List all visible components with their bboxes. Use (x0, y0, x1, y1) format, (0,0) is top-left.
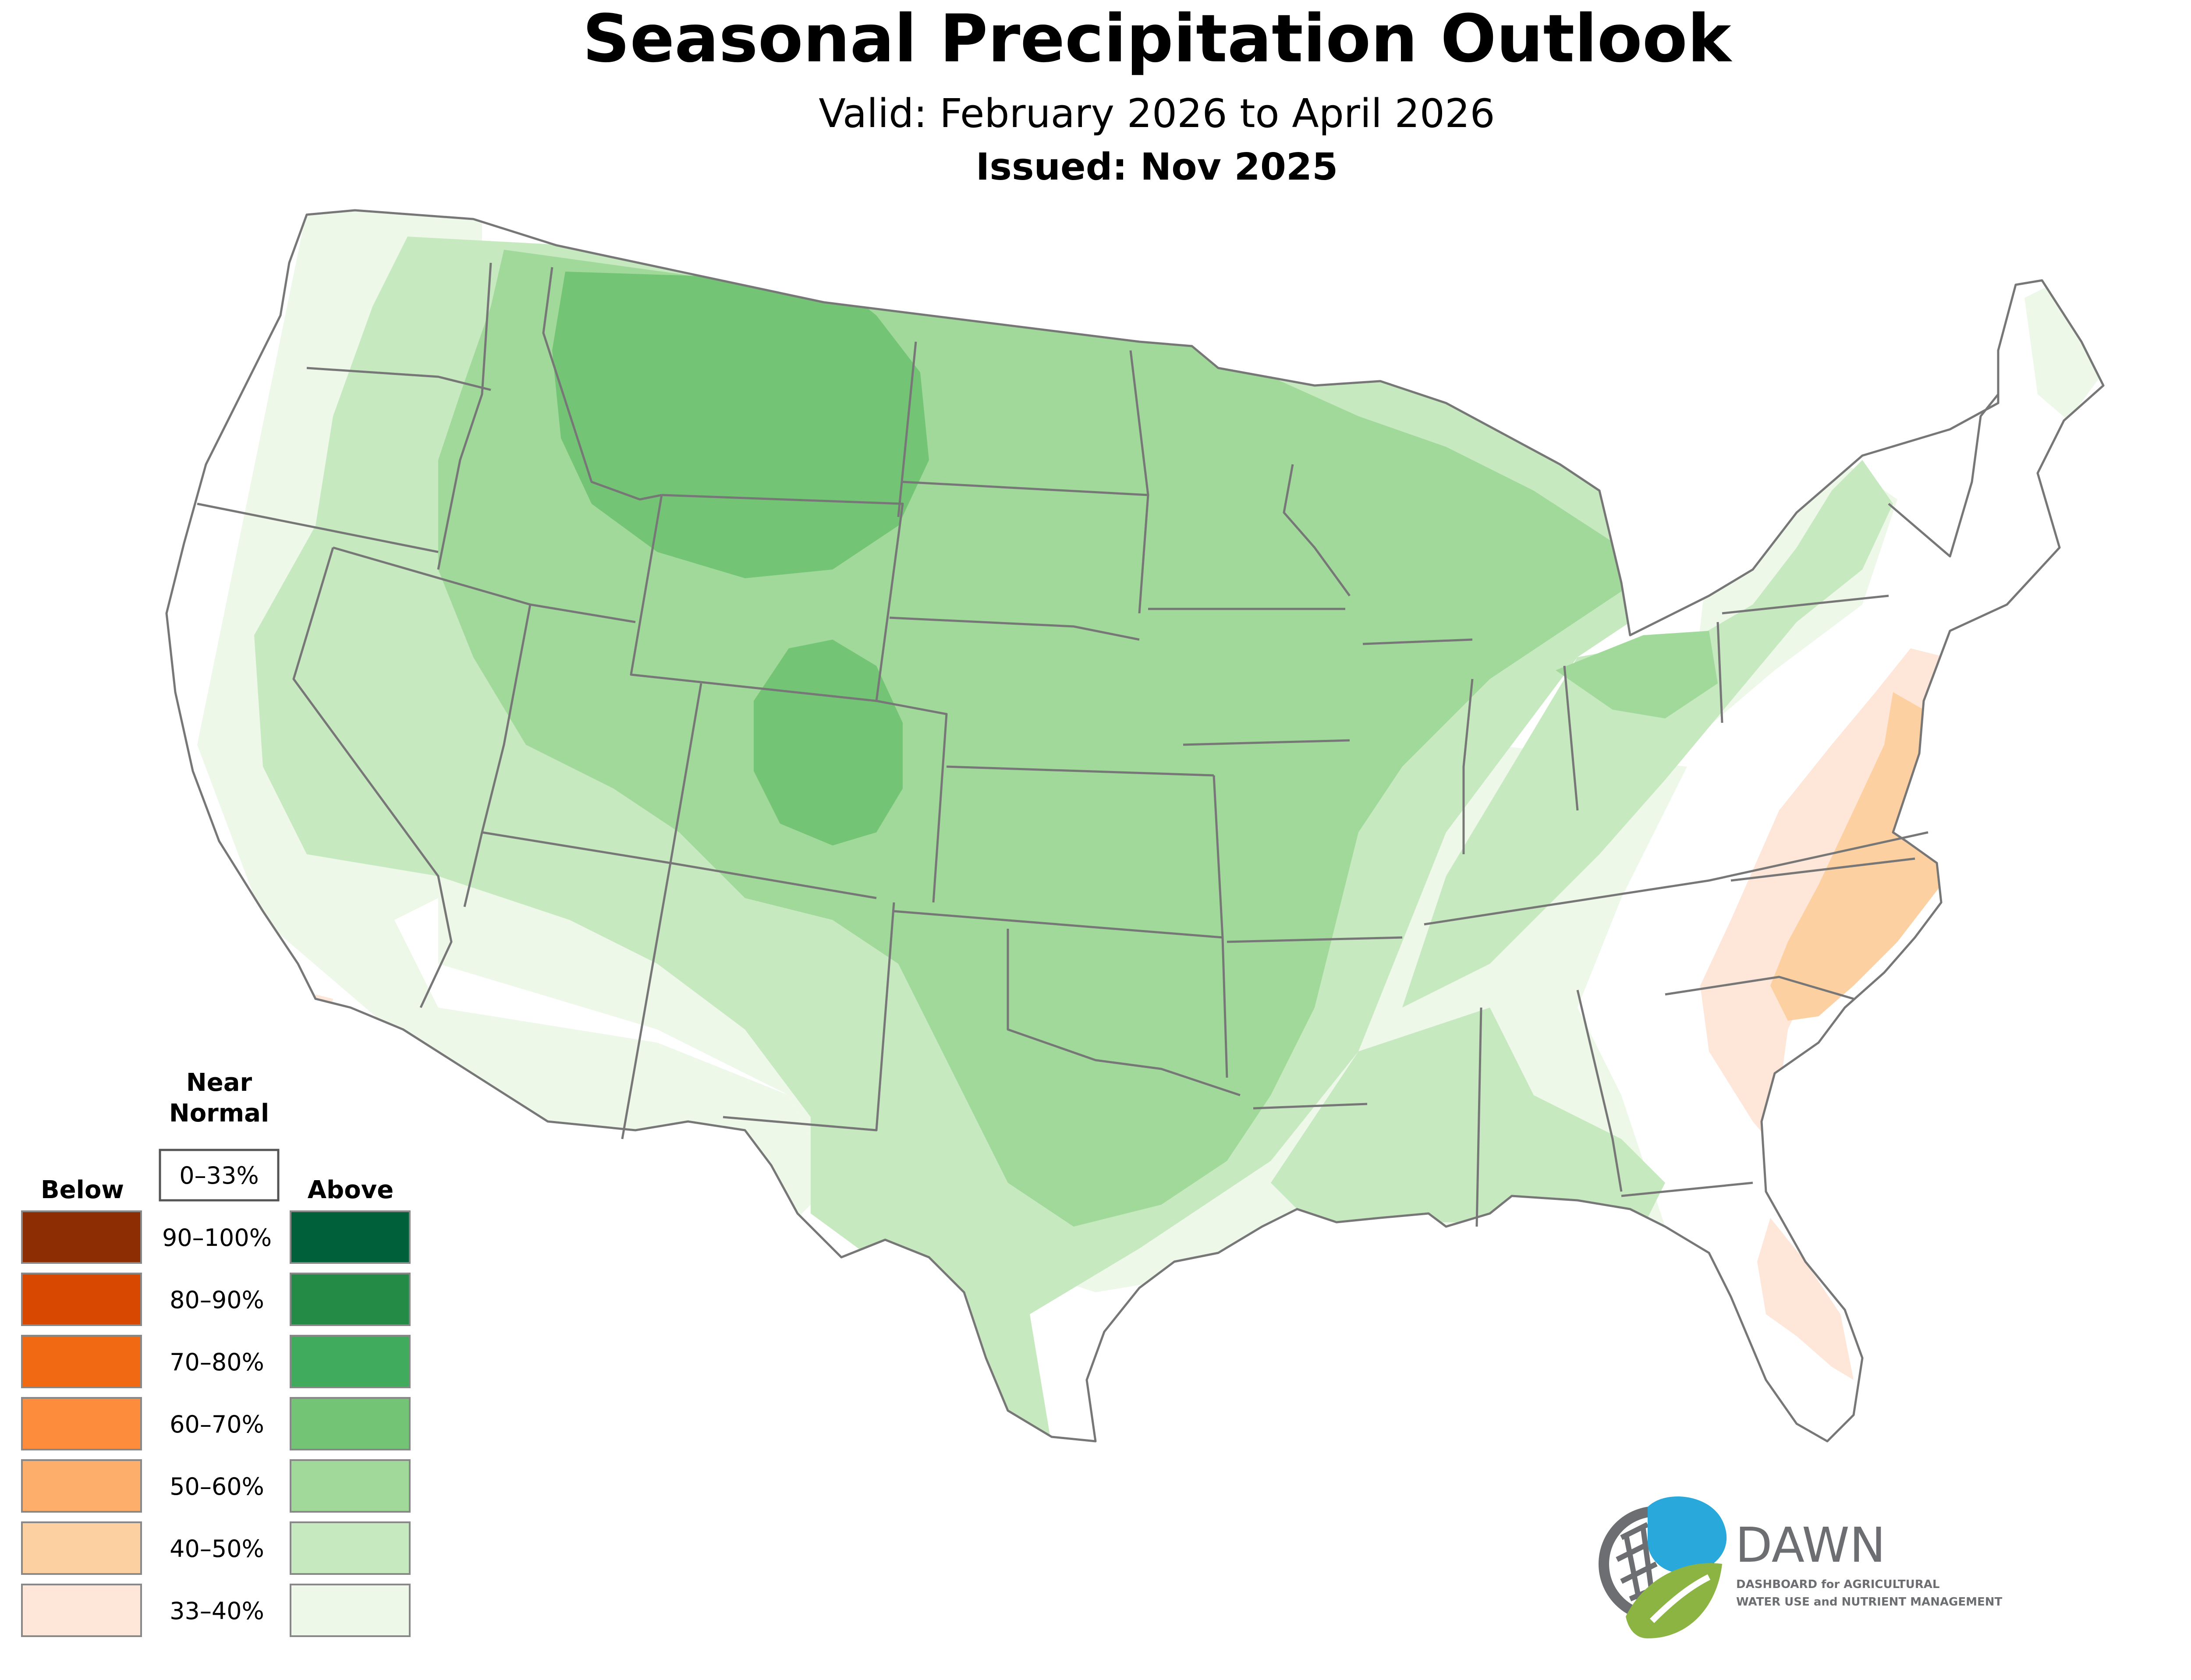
state-line-nv-ut (463, 604, 532, 907)
legend-swatch-above-6 (290, 1584, 411, 1637)
valid-period: Valid: February 2026 to April 2026 (819, 91, 1495, 137)
state-line-pa-ny (1722, 594, 1889, 615)
state-line-id-mt (542, 267, 662, 501)
state-line-nm-tx (723, 902, 895, 1132)
legend-swatch-above-0 (290, 1210, 411, 1264)
legend-swatch-below-4 (21, 1459, 142, 1513)
state-line-mt-dakotas (897, 341, 917, 517)
state-boundaries (167, 210, 2103, 1441)
state-line-wa-or (306, 367, 491, 391)
dawn-logo: DAWN DASHBOARD for AGRICULTURAL WATER US… (1599, 1496, 2003, 1638)
legend-level-label-4: 50–60% (170, 1473, 264, 1500)
shade-above-40-50-eastern (1402, 460, 1893, 1008)
state-line-nd-east (1129, 350, 1149, 614)
state-line-new-england (1888, 393, 1999, 558)
shade-below-40-50-nc (1770, 692, 1941, 1021)
state-line-ga-fl (1621, 1181, 1753, 1197)
map-title: Seasonal Precipitation Outlook (582, 1, 1732, 77)
logo-tagline-line2: WATER USE and NUTRIENT MANAGEMENT (1736, 1595, 2003, 1609)
state-line-il-in (1462, 679, 1474, 854)
legend-swatch-above-3 (290, 1397, 411, 1450)
state-line-ks-mo (1212, 775, 1228, 1078)
state-line-in-oh (1563, 665, 1579, 811)
state-line-co (876, 700, 948, 903)
state-line-ut-co (669, 683, 702, 863)
state-line-or-ca (197, 502, 439, 553)
legend-above-label: Above (308, 1176, 394, 1204)
state-line-oh-pa (1716, 622, 1723, 723)
issued-date: Issued: Nov 2025 (976, 145, 1338, 189)
state-line-ne-ks (946, 765, 1214, 777)
legend-swatch-below-0 (21, 1210, 142, 1264)
legend-swatch-below-2 (21, 1335, 142, 1388)
legend-level-label-6: 33–40% (170, 1597, 264, 1625)
legend-level-label-3: 60–70% (170, 1411, 264, 1438)
legend: Near Normal 0–33% Below Above 90–100% 80–… (21, 1068, 411, 1637)
legend-level-label-5: 40–50% (170, 1535, 264, 1563)
shade-below-33-40-florida (1757, 1218, 1854, 1380)
state-line-mo-ar (1227, 936, 1403, 943)
state-line-al-ga (1576, 990, 1623, 1192)
state-line-nc-sc (1665, 976, 1854, 1000)
legend-near-normal-range: 0–33% (179, 1162, 259, 1189)
state-line-ar-la (1253, 1103, 1368, 1110)
legend-swatch-above-5 (290, 1521, 411, 1575)
state-line-sd-ne (889, 616, 1140, 641)
state-line-mn-wi (1283, 464, 1351, 597)
state-line-wi-il (1362, 638, 1473, 645)
state-line-az-nm (621, 863, 672, 1139)
state-line-ok (1007, 929, 1241, 1096)
state-line-id-west (437, 262, 492, 570)
logo-tagline-line1: DASHBOARD for AGRICULTURAL (1736, 1578, 1939, 1591)
legend-swatch-above-4 (290, 1459, 411, 1513)
legend-swatch-below-6 (21, 1584, 142, 1637)
state-line-dakotas (902, 481, 1149, 496)
legend-swatch-below-5 (21, 1521, 142, 1575)
legend-near-normal-swatch (159, 1149, 280, 1202)
legend-level-label-0: 90–100% (162, 1224, 272, 1252)
state-line-ia-mo (1183, 739, 1350, 746)
logo-water-drop-icon (1648, 1496, 1727, 1574)
legend-level-label-1: 80–90% (170, 1286, 264, 1314)
legend-swatch-below-3 (21, 1397, 142, 1450)
legend-rows: 90–100% 80–90% 70–80% 60–70% 50–60% 40–50% 33–… (21, 1210, 411, 1637)
logo-name: DAWN (1735, 1517, 1886, 1573)
shade-above-40-50-south (1271, 1008, 1665, 1227)
shade-above-50-60-ohio (1556, 631, 1718, 718)
state-line-ks-ok (893, 910, 1223, 939)
legend-swatch-above-1 (290, 1273, 411, 1326)
legend-swatch-below-1 (21, 1273, 142, 1326)
legend-swatch-above-2 (290, 1335, 411, 1388)
state-line-va-nc (1730, 857, 1915, 882)
state-line-ky-tn (1424, 831, 1929, 926)
legend-near-normal-label-1: Near (186, 1068, 252, 1097)
state-line-ms-al (1475, 1007, 1482, 1227)
legend-near-normal-label-2: Normal (169, 1099, 269, 1128)
state-line-ca-nv (292, 547, 453, 1008)
legend-level-label-2: 70–80% (170, 1348, 264, 1376)
legend-below-label: Below (41, 1176, 124, 1204)
shade-above-33-40-maine (2024, 280, 2103, 421)
logo-leaf-vein (1650, 1574, 1711, 1623)
